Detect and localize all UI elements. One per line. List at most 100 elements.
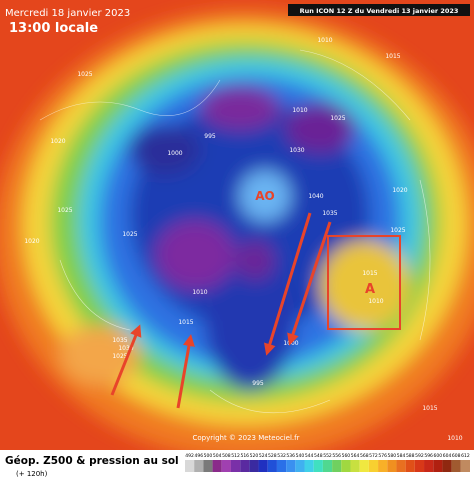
isobar-label: 1025 [330,115,345,122]
scale-swatch [442,460,452,472]
valid-date: Mercredi 18 janvier 2023 [5,8,130,19]
scale-label: 580 [388,453,397,459]
isobar-label: 1040 [308,193,323,200]
valid-time: 13:00 locale [9,21,98,36]
scale-swatch [194,460,204,472]
isobar-label: 1030 [289,147,304,154]
scale-swatch [359,460,369,472]
scale-label: 548 [314,453,323,459]
scale-swatch [451,460,461,472]
isobar-label: 995 [252,380,264,387]
copyright: Copyright © 2023 Meteociel.fr [193,434,300,442]
scale-label: 508 [222,453,231,459]
scale-label: 596 [424,453,433,459]
scale-label: 612 [461,453,470,459]
scale-label: 512 [231,453,240,459]
scale-swatch [221,460,231,472]
scale-swatch [414,460,425,472]
scale-label: 536 [286,453,295,459]
scale-label: 608 [452,453,461,459]
isobar-label: 1025 [112,353,127,360]
scale-label: 504 [213,453,222,459]
scale-swatch [230,460,241,472]
scale-label: 516 [240,453,249,459]
scale-swatch [396,460,406,472]
scale-swatch [322,460,333,472]
scale-swatch [378,460,388,472]
scale-label: 600 [434,453,443,459]
scale-swatch [460,460,470,472]
scale-swatch [295,460,305,472]
scale-swatch [240,460,250,472]
isobar-label: 1010 [447,435,462,442]
isobar-label: 1020 [392,187,407,194]
scale-swatch [276,460,287,472]
scale-swatch [368,460,379,472]
scale-swatch [313,460,323,472]
scale-swatch [350,460,360,472]
anticyclone-label: A [365,282,375,297]
isobar-label: 1010 [192,289,207,296]
isobar-label: 1015 [422,405,437,412]
isobar-labels: 1025 1010 1015 995 1000 1020 1025 1020 1… [24,37,462,442]
isobar-label: 1000 [167,150,182,157]
anticyclone-box [327,235,401,330]
run-box [288,4,470,16]
scale-label: 492 [185,453,194,459]
run-info: Run ICON 12 Z du Vendredi 13 janvier 202… [300,7,459,15]
scale-swatch [258,460,268,472]
scale-label: 572 [369,453,378,459]
scale-swatch [212,460,222,472]
isobar-label: 1015 [362,270,377,277]
scale-label: 576 [378,453,387,459]
isobar-label: 1010 [317,37,332,44]
isobar-label: 1035 [112,337,127,344]
scale-label: 540 [296,453,305,459]
isobar-label: 995 [204,133,216,140]
scale-label: 524 [259,453,268,459]
isobar-label: 1010 [368,298,383,305]
scale-swatch [185,460,195,472]
isobar-label: 1025 [57,207,72,214]
scale-swatch [332,460,342,472]
scale-swatch [424,460,434,472]
isobar-label: 1025 [122,231,137,238]
scale-label: 592 [415,453,424,459]
color-scale: 492 496 500 504 508 512 516 520 524 528 532 536 540 5… [185,453,470,472]
scale-label: 588 [406,453,415,459]
scale-label: 556 [332,453,341,459]
isobar-label: 1025 [77,71,92,78]
scale-swatch [387,460,397,472]
isobar-label: 1015 [385,53,400,60]
scale-swatch [267,460,277,472]
scale-label: 584 [397,453,406,459]
scale-label: 564 [351,453,360,459]
isobar-label: 1020 [24,238,39,245]
scale-label: 568 [360,453,369,459]
scale-swatch [341,460,351,472]
scale-label: 520 [250,453,259,459]
scale-swatch [286,460,296,472]
isobar-label: 1025 [390,227,405,234]
footer-title: Géop. Z500 & pression au sol [5,455,179,467]
background-field [0,0,474,460]
scale-label: 552 [323,453,332,459]
scale-label: 532 [277,453,286,459]
isobar-label: 1030 [118,345,133,352]
isobar-label: 1035 [322,210,337,217]
arrows [110,212,332,409]
scale-label: 544 [305,453,314,459]
isobar-label: 1010 [292,107,307,114]
scale-label: 500 [204,453,213,459]
scale-swatch [203,460,213,472]
scale-label: 496 [194,453,203,459]
scale-label: 560 [342,453,351,459]
ao-label: AO [255,189,275,203]
scale-swatch [405,460,415,472]
isobar-label: 1000 [283,340,298,347]
scale-label: 604 [443,453,452,459]
isobar-label: 1015 [178,319,193,326]
isobar-label: 1020 [50,138,65,145]
